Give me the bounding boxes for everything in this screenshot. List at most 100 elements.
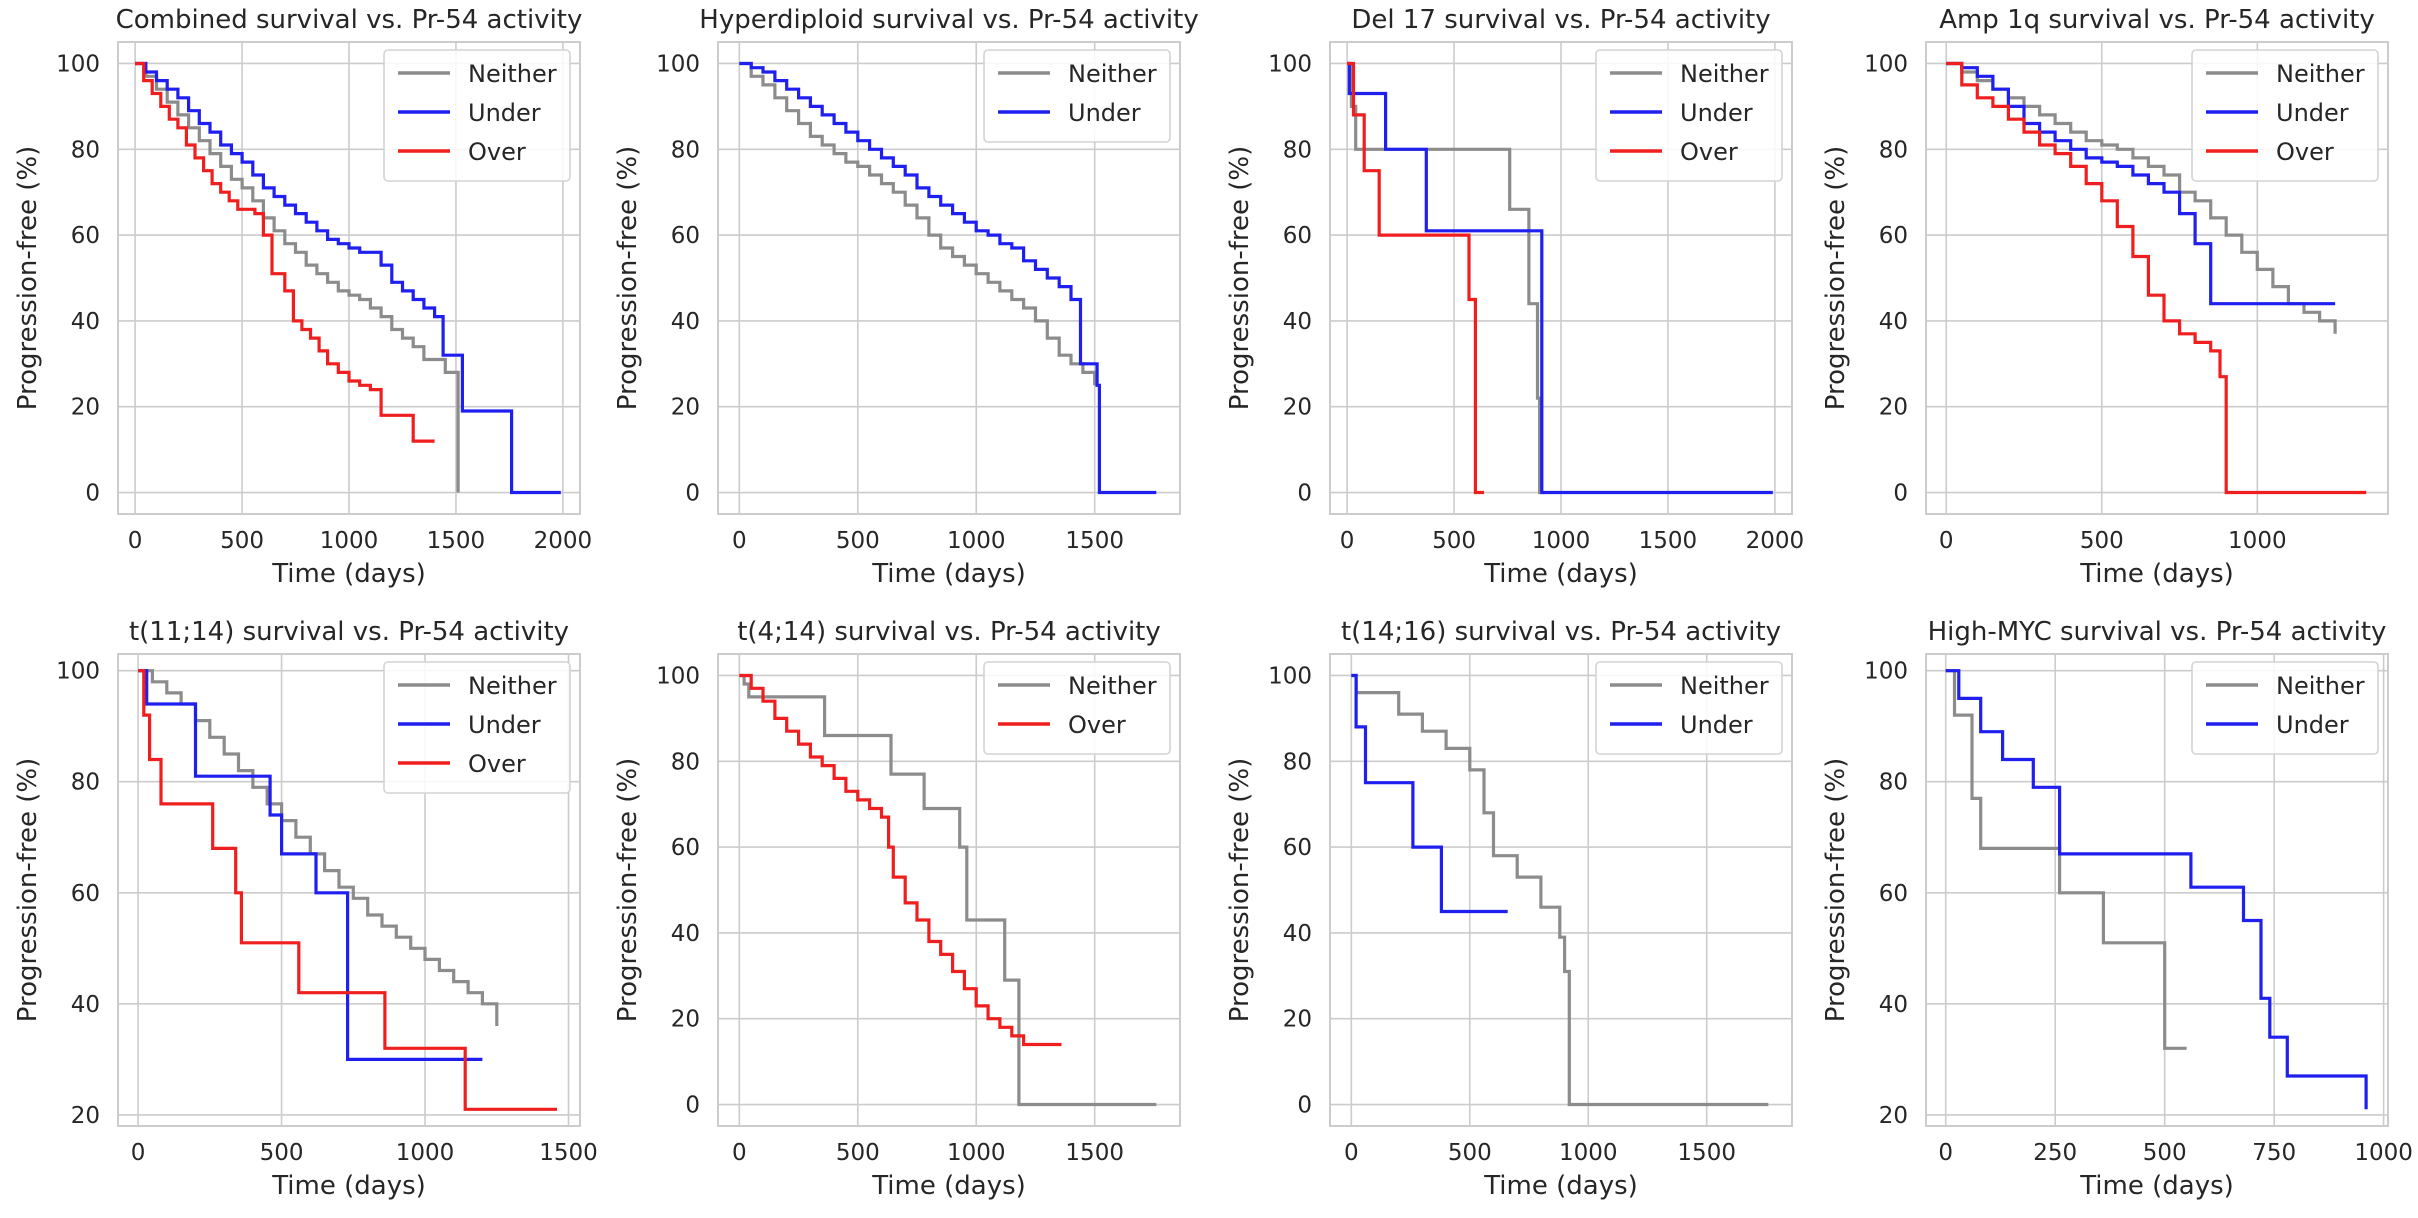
x-tick-label: 250 (2033, 1140, 2077, 1166)
x-axis-label: Time (days) (871, 559, 1026, 589)
legend: Neither Under Over (1595, 49, 1783, 182)
y-tick-label: 0 (1893, 481, 1908, 507)
y-tick-label: 80 (71, 770, 100, 796)
legend-label-neither: Neither (468, 60, 557, 88)
chart-panel-1: 0 500 1000 1500 2000 0 20 40 60 80 100 Combined sur… (13, 5, 592, 589)
x-tick-label: 1500 (539, 1140, 598, 1166)
x-tick-label: 500 (220, 528, 264, 554)
y-tick-label: 100 (56, 659, 100, 685)
legend-label-under: Under (468, 711, 541, 739)
y-tick-label: 80 (1283, 749, 1312, 775)
y-tick-label: 40 (671, 921, 700, 947)
y-tick-label: 0 (85, 481, 100, 507)
legend-box (383, 661, 571, 794)
series-line-under (1347, 61, 1773, 495)
legend-label-over: Over (468, 750, 526, 778)
y-tick-label: 100 (1268, 663, 1312, 689)
axes-frame (117, 653, 581, 1127)
legend-label-under: Under (1068, 99, 1141, 127)
y-tick-label: 60 (671, 223, 700, 249)
legend-box (2191, 49, 2379, 182)
legend-label-neither: Neither (1068, 60, 1157, 88)
legend-label-over: Over (468, 138, 526, 166)
y-tick-label: 80 (671, 749, 700, 775)
y-tick-label: 40 (71, 992, 100, 1018)
x-tick-label: 1500 (1065, 1140, 1124, 1166)
legend-label-neither: Neither (1068, 672, 1157, 700)
x-tick-label: 1000 (2228, 528, 2287, 554)
x-tick-label: 1000 (396, 1140, 455, 1166)
y-tick-label: 20 (1879, 1103, 1908, 1129)
axes-frame (717, 41, 1181, 515)
y-tick-label: 80 (671, 137, 700, 163)
y-tick-label: 100 (56, 51, 100, 77)
legend: Neither Under (983, 49, 1171, 143)
x-tick-label: 0 (1344, 1140, 1359, 1166)
chart-title: Del 17 survival vs. Pr-54 activity (1351, 5, 1770, 35)
chart-panel-8: 0 250 500 750 1000 20 40 60 80 100 High-MYC surviv… (1821, 617, 2413, 1201)
y-axis-label: Progression-free (%) (1821, 146, 1851, 410)
y-tick-label: 40 (671, 309, 700, 335)
y-tick-label: 0 (685, 1093, 700, 1119)
chart-title: t(4;14) survival vs. Pr-54 activity (737, 617, 1161, 647)
series-line-neither (739, 673, 1157, 1107)
legend-label-under: Under (2276, 711, 2349, 739)
y-axis-label: Progression-free (%) (13, 758, 43, 1022)
chart-panel-2: 0 500 1000 1500 0 20 40 60 80 100 Hyperdiploid sur… (613, 5, 1199, 589)
x-tick-label: 1000 (947, 528, 1006, 554)
legend: Neither Over (983, 661, 1171, 755)
x-axis-label: Time (days) (871, 1171, 1026, 1201)
x-tick-label: 500 (2080, 528, 2124, 554)
y-tick-label: 40 (1283, 921, 1312, 947)
legend: Neither Under Over (2191, 49, 2379, 182)
y-tick-label: 100 (1864, 51, 1908, 77)
chart-panel-7: 0 500 1000 1500 0 20 40 60 80 100 t(14;16) surviva… (1225, 617, 1793, 1201)
x-axis-label: Time (days) (1483, 1171, 1638, 1201)
y-tick-label: 60 (671, 835, 700, 861)
y-tick-label: 80 (1283, 137, 1312, 163)
y-tick-label: 40 (1879, 992, 1908, 1018)
y-axis-label: Progression-free (%) (1225, 758, 1255, 1022)
y-tick-label: 40 (71, 309, 100, 335)
y-tick-label: 20 (1283, 395, 1312, 421)
chart-title: t(11;14) survival vs. Pr-54 activity (129, 617, 569, 647)
y-tick-label: 80 (71, 137, 100, 163)
y-tick-label: 60 (1283, 835, 1312, 861)
x-tick-label: 500 (260, 1140, 304, 1166)
y-tick-label: 80 (1879, 770, 1908, 796)
chart-title: High-MYC survival vs. Pr-54 activity (1928, 617, 2387, 647)
x-tick-label: 1000 (1559, 1140, 1618, 1166)
axes-frame (117, 41, 581, 515)
y-axis-label: Progression-free (%) (613, 758, 643, 1022)
series-line-under (1351, 673, 1508, 914)
series-line-over (739, 673, 1062, 1047)
legend: Neither Under Over (383, 49, 571, 182)
legend-label-over: Over (2276, 138, 2334, 166)
y-tick-label: 100 (1268, 51, 1312, 77)
series-line-under (1945, 669, 2368, 1110)
chart-title: t(14;16) survival vs. Pr-54 activity (1341, 617, 1781, 647)
y-tick-label: 100 (656, 663, 700, 689)
series-line-under (739, 61, 1157, 495)
series-line-neither (1946, 61, 2337, 334)
y-tick-label: 40 (1879, 309, 1908, 335)
x-tick-label: 0 (1340, 528, 1355, 554)
series-line-neither (135, 61, 460, 493)
x-tick-label: 0 (131, 1140, 146, 1166)
y-tick-label: 20 (71, 1103, 100, 1129)
y-tick-label: 60 (71, 223, 100, 249)
y-tick-label: 80 (1879, 137, 1908, 163)
x-axis-label: Time (days) (271, 559, 426, 589)
legend-label-neither: Neither (2276, 672, 2365, 700)
x-tick-label: 1000 (1532, 528, 1591, 554)
y-tick-label: 60 (1283, 223, 1312, 249)
legend: Neither Under (1595, 661, 1783, 755)
y-tick-label: 100 (656, 51, 700, 77)
x-tick-label: 500 (836, 528, 880, 554)
series-line-neither (138, 669, 499, 1026)
y-axis-label: Progression-free (%) (13, 146, 43, 410)
y-tick-label: 20 (1879, 395, 1908, 421)
x-tick-label: 2000 (1746, 528, 1805, 554)
x-tick-label: 1500 (1677, 1140, 1736, 1166)
